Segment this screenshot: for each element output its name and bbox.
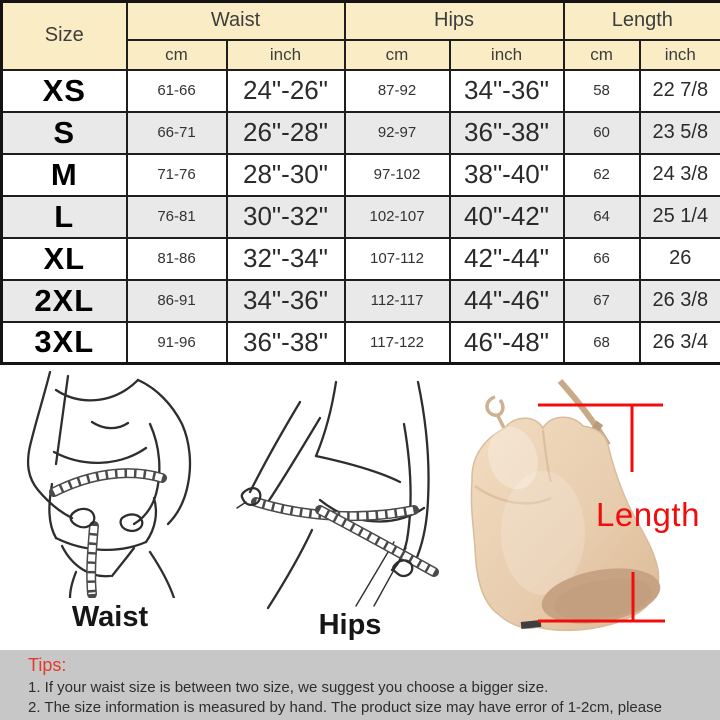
length-cm-header: cm bbox=[562, 38, 641, 71]
hips-figure-lineart bbox=[248, 380, 430, 610]
hips-cm-value: 107-112 bbox=[343, 236, 451, 281]
size-label: L bbox=[0, 194, 128, 239]
size-label: 3XL bbox=[0, 320, 128, 365]
waist-inch-value: 24"-26" bbox=[225, 68, 346, 113]
table-unit-header-row: cm inch cm inch cm inch bbox=[2, 38, 720, 71]
waist-cm-value: 81-86 bbox=[125, 236, 228, 281]
waist-inch-value: 28"-30" bbox=[225, 152, 346, 197]
length-cm-value: 60 bbox=[562, 110, 641, 155]
length-inch-value: 26 bbox=[638, 236, 720, 281]
waist-measuring-tape bbox=[49, 468, 167, 598]
hips-group-header: Hips bbox=[343, 0, 565, 41]
length-inch-value: 25 1/4 bbox=[638, 194, 720, 239]
hips-inch-value: 42"-44" bbox=[448, 236, 565, 281]
hips-cm-value: 112-117 bbox=[343, 278, 451, 323]
length-cm-value: 68 bbox=[562, 320, 641, 365]
waist-group-header: Waist bbox=[125, 0, 346, 41]
length-inch-value: 24 3/8 bbox=[638, 152, 720, 197]
waist-inch-value: 36"-38" bbox=[225, 320, 346, 365]
waist-cm-value: 76-81 bbox=[125, 194, 228, 239]
hips-figure-label: Hips bbox=[318, 609, 382, 641]
size-row-3xl: 3XL 91-96 36"-38" 117-122 46"-48" 68 26 … bbox=[0, 320, 720, 365]
length-inch-header: inch bbox=[638, 38, 720, 71]
waist-inch-value: 34"-36" bbox=[225, 278, 346, 323]
table-group-header-row: Size Waist Hips Length bbox=[0, 0, 720, 71]
size-row-xs: XS 61-66 24"-26" 87-92 34"-36" 58 22 7/8 bbox=[0, 68, 720, 113]
waist-inch-header: inch bbox=[225, 38, 346, 71]
tips-footer: Tips: 1. If your waist size is between t… bbox=[0, 650, 720, 720]
waist-inch-value: 26"-28" bbox=[225, 110, 346, 155]
waist-cm-value: 91-96 bbox=[125, 320, 228, 365]
size-label: S bbox=[0, 110, 128, 155]
hips-inch-value: 36"-38" bbox=[448, 110, 565, 155]
hips-inch-value: 44"-46" bbox=[448, 278, 565, 323]
waist-cm-value: 86-91 bbox=[125, 278, 228, 323]
size-label: XS bbox=[0, 68, 128, 113]
waist-measure-illustration bbox=[26, 370, 192, 598]
size-label: XL bbox=[0, 236, 128, 281]
waist-cm-value: 71-76 bbox=[125, 152, 228, 197]
hips-cm-value: 117-122 bbox=[343, 320, 451, 365]
waist-cm-value: 61-66 bbox=[125, 68, 228, 113]
size-row-xl: XL 81-86 32"-34" 107-112 42"-44" 66 26 bbox=[0, 236, 720, 281]
hips-inch-value: 46"-48" bbox=[448, 320, 565, 365]
hips-inch-value: 34"-36" bbox=[448, 68, 565, 113]
length-cm-value: 67 bbox=[562, 278, 641, 323]
hips-cm-value: 92-97 bbox=[343, 110, 451, 155]
length-inch-value: 26 3/4 bbox=[638, 320, 720, 365]
length-dimension-label: Length bbox=[596, 496, 700, 533]
waist-cm-header: cm bbox=[125, 38, 228, 71]
length-inch-value: 26 3/8 bbox=[638, 278, 720, 323]
waist-figure-lineart bbox=[26, 370, 192, 598]
length-group-header: Length bbox=[562, 0, 720, 41]
size-table: Size Waist Hips Length cm inch cm inch c… bbox=[0, 0, 720, 365]
tips-line-1: 1. If your waist size is between two siz… bbox=[28, 679, 549, 696]
hips-cm-value: 87-92 bbox=[343, 68, 451, 113]
size-row-2xl: 2XL 86-91 34"-36" 112-117 44"-46" 67 26 … bbox=[0, 278, 720, 323]
length-inch-value: 23 5/8 bbox=[638, 110, 720, 155]
hips-cm-header: cm bbox=[343, 38, 451, 71]
size-column-header: Size bbox=[0, 0, 128, 71]
waist-inch-value: 32"-34" bbox=[225, 236, 346, 281]
waist-figure-label: Waist bbox=[71, 601, 149, 633]
waist-hands bbox=[69, 507, 144, 532]
length-cm-value: 62 bbox=[562, 152, 641, 197]
hips-cm-value: 97-102 bbox=[343, 152, 451, 197]
length-inch-value: 22 7/8 bbox=[638, 68, 720, 113]
size-label: M bbox=[0, 152, 128, 197]
size-row-l: L 76-81 30"-32" 102-107 40"-42" 64 25 1/… bbox=[0, 194, 720, 239]
hips-inch-header: inch bbox=[448, 38, 565, 71]
tips-line-2: 2. The size information is measured by h… bbox=[28, 699, 662, 720]
waist-cm-value: 66-71 bbox=[125, 110, 228, 155]
size-row-m: M 71-76 28"-30" 97-102 38"-40" 62 24 3/8 bbox=[0, 152, 720, 197]
bodysuit-product-image bbox=[470, 378, 665, 632]
length-cm-value: 58 bbox=[562, 68, 641, 113]
hips-measuring-tape bbox=[251, 497, 439, 577]
length-dimension-lines bbox=[538, 403, 665, 623]
hips-measure-illustration bbox=[236, 380, 439, 610]
length-cm-value: 66 bbox=[562, 236, 641, 281]
bodysuit-body bbox=[470, 416, 661, 632]
waist-inch-value: 30"-32" bbox=[225, 194, 346, 239]
size-row-s: S 66-71 26"-28" 92-97 36"-38" 60 23 5/8 bbox=[0, 110, 720, 155]
hips-inch-value: 38"-40" bbox=[448, 152, 565, 197]
length-cm-value: 64 bbox=[562, 194, 641, 239]
tips-title: Tips: bbox=[28, 655, 67, 675]
hips-hands bbox=[236, 487, 414, 578]
hips-inch-value: 40"-42" bbox=[448, 194, 565, 239]
size-label: 2XL bbox=[0, 278, 128, 323]
hips-cm-value: 102-107 bbox=[343, 194, 451, 239]
